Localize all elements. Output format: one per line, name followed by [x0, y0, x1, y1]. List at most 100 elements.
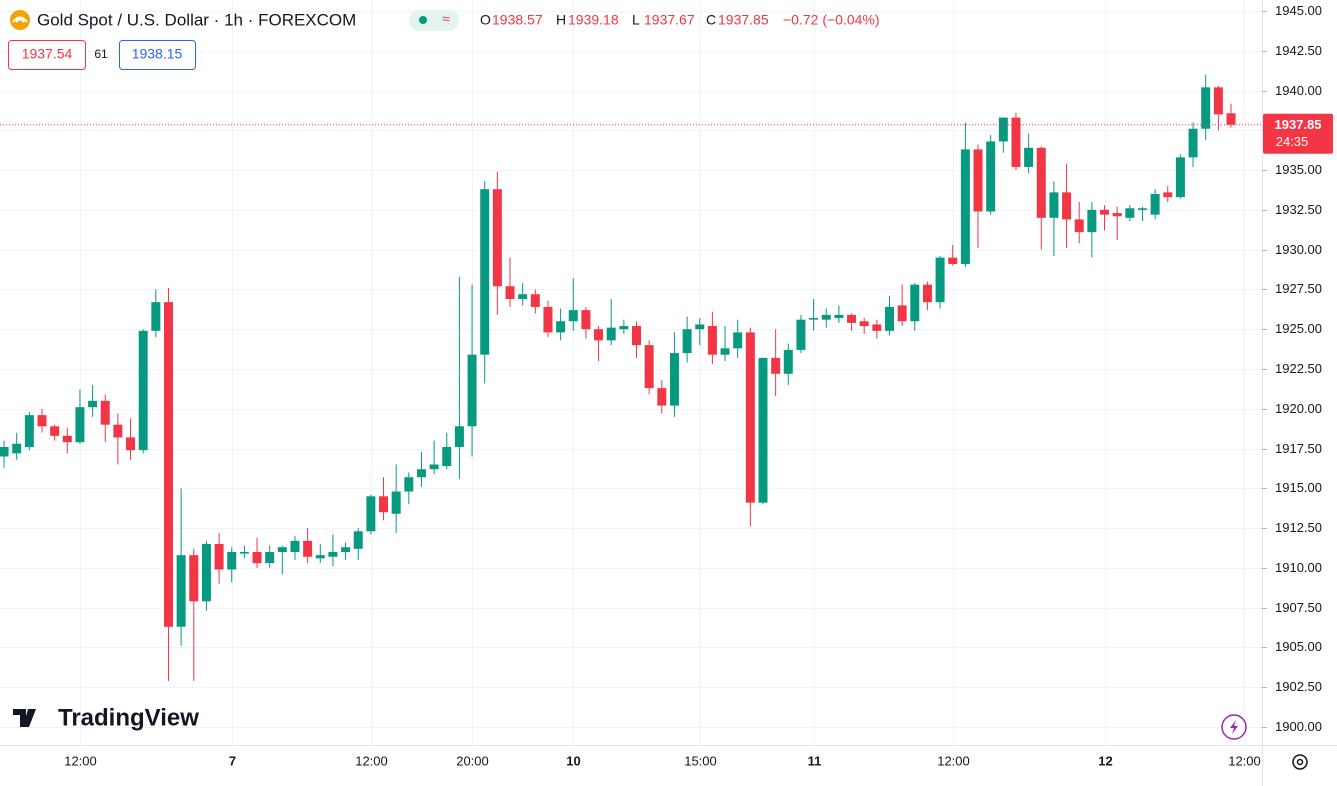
- x-tick-label: 20:00: [456, 753, 489, 768]
- y-tick-label: 1922.50: [1275, 361, 1322, 376]
- candle-body: [252, 551, 262, 564]
- ohlc-change: −0.72 (−0.04%): [783, 12, 880, 28]
- candle-body: [379, 496, 389, 513]
- y-tick-label: 1925.00: [1275, 321, 1322, 336]
- candle-body: [303, 540, 313, 557]
- y-tick-label: 1930.00: [1275, 242, 1322, 257]
- candle-body: [315, 555, 325, 559]
- candle-body: [1137, 208, 1147, 210]
- settings-button[interactable]: [1292, 754, 1308, 770]
- x-tick-label: 12:00: [355, 753, 388, 768]
- candle-body: [998, 117, 1008, 142]
- y-tick-label: 1927.50: [1275, 281, 1322, 296]
- ohlc-label: O: [480, 12, 491, 28]
- candle-body: [530, 294, 540, 307]
- candle-body: [75, 407, 85, 443]
- candle-body: [50, 426, 60, 436]
- sell-box[interactable]: [8, 40, 86, 70]
- symbol-title[interactable]: Gold Spot / U.S. Dollar · 1h · FOREXCOM: [37, 10, 356, 29]
- status-pill[interactable]: [409, 10, 459, 31]
- candle-body: [758, 357, 768, 503]
- candle-body: [353, 531, 363, 549]
- candle-body: [24, 415, 34, 447]
- candle-body: [1226, 113, 1236, 125]
- x-tick-label: 7: [229, 753, 236, 768]
- candle-body: [176, 555, 186, 627]
- x-tick-label: 12:00: [937, 753, 970, 768]
- candle-body: [948, 257, 958, 264]
- watermark: TradingView: [13, 704, 199, 731]
- y-tick-label: 1910.00: [1275, 560, 1322, 575]
- candle-body: [1175, 157, 1185, 198]
- candle-body: [163, 302, 173, 627]
- candle-body: [214, 544, 224, 570]
- candle-body: [682, 329, 692, 354]
- last-price-label: 1937.85: [1275, 117, 1322, 132]
- candle-body: [1112, 213, 1122, 217]
- bid-price: 1937.54: [22, 46, 73, 62]
- x-tick-label: 15:00: [684, 753, 717, 768]
- candle-body: [644, 345, 654, 389]
- candle-body: [632, 326, 642, 346]
- candle-body: [88, 400, 98, 408]
- candle-body: [391, 491, 401, 514]
- candle-body: [404, 477, 414, 492]
- candle-body: [543, 306, 553, 333]
- buy-box[interactable]: [119, 40, 196, 70]
- header: Gold Spot / U.S. Dollar · 1h · FOREXCOM …: [8, 10, 880, 70]
- market-open-dot: [419, 16, 427, 24]
- candle-body: [669, 353, 679, 406]
- candle-body: [429, 464, 439, 470]
- candle-body: [733, 332, 743, 349]
- candle-body: [505, 286, 515, 299]
- candle-body: [897, 305, 907, 322]
- status-icon: ≈: [442, 11, 450, 27]
- candle-body: [227, 551, 237, 570]
- symbol-logo-mark: [12, 16, 28, 23]
- y-tick-label: 1912.50: [1275, 520, 1322, 535]
- candle-body: [328, 551, 338, 557]
- ohlc-value: 1937.85: [718, 12, 769, 28]
- x-tick-label: 10: [566, 753, 580, 768]
- candle-body: [454, 426, 464, 447]
- candle-body: [239, 551, 249, 554]
- candle-body: [745, 332, 755, 503]
- candle-body: [973, 149, 983, 212]
- countdown: 24:35: [1276, 134, 1309, 149]
- x-tick-label: 12:00: [64, 753, 97, 768]
- candle-body: [1125, 208, 1135, 218]
- y-tick-label: 1917.50: [1275, 441, 1322, 456]
- y-tick-label: 1905.00: [1275, 639, 1322, 654]
- candle-body: [366, 496, 376, 532]
- ohlc-value: 1937.67: [644, 12, 695, 28]
- y-tick-label: 1915.00: [1275, 480, 1322, 495]
- y-tick-label: 1902.50: [1275, 679, 1322, 694]
- candle-body: [492, 189, 502, 287]
- last-price-box: [1263, 113, 1333, 154]
- candle-body: [1201, 87, 1211, 129]
- ohlc-value: 1938.57: [492, 12, 543, 28]
- candle-body: [1074, 219, 1084, 233]
- candle-body: [809, 318, 819, 320]
- candle-body: [1036, 147, 1046, 218]
- candle-body: [556, 321, 566, 333]
- candle-body: [100, 400, 110, 425]
- candle-body: [189, 555, 199, 602]
- candle-body: [37, 415, 47, 427]
- y-tick-label: 1932.50: [1275, 202, 1322, 217]
- candle-body: [1062, 192, 1072, 220]
- ohlc-label: L: [632, 12, 640, 28]
- candle-body: [341, 547, 351, 552]
- candle-body: [416, 469, 426, 478]
- y-tick-label: 1907.50: [1275, 600, 1322, 615]
- candle-body: [467, 354, 477, 427]
- candle-body: [884, 306, 894, 331]
- y-tick-label: 1940.00: [1275, 83, 1322, 98]
- candle-body: [568, 310, 578, 322]
- candle-body: [910, 284, 920, 322]
- candle-body: [606, 327, 616, 341]
- candle-body: [151, 302, 161, 331]
- candle-body: [265, 551, 275, 564]
- candle-body: [1188, 128, 1198, 158]
